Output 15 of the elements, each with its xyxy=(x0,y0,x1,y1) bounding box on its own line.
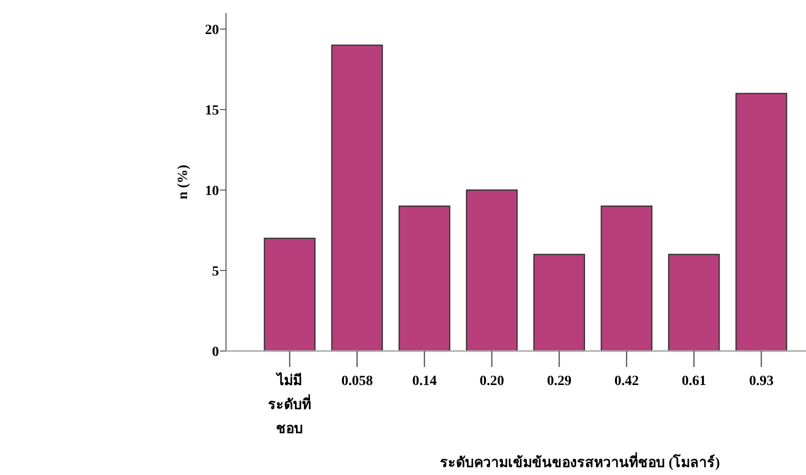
x-axis-title: ระดับความเข้มข้นของรสหวานที่ชอบ (โมลาร์) xyxy=(440,452,720,471)
y-tick-label: 0 xyxy=(212,345,219,360)
y-tick-label: 5 xyxy=(212,264,219,280)
x-tick-label: 0.29 xyxy=(546,374,572,389)
y-tick-label: 20 xyxy=(205,23,219,38)
x-tick-label: 0.14 xyxy=(412,374,437,389)
x-tick-label: 0.058 xyxy=(341,374,373,389)
y-tick-label: 10 xyxy=(205,184,219,200)
x-tick-label: 0.93 xyxy=(749,374,774,389)
y-tick-label: 15 xyxy=(205,104,219,119)
x-tick-label: 0.61 xyxy=(682,374,706,389)
x-tick-label: ไม่มี ระดับที่ ชอบ xyxy=(268,371,312,437)
x-tick-label: 0.42 xyxy=(614,374,639,389)
x-tick-label: 0.20 xyxy=(480,374,504,389)
y-axis-title: n (%) xyxy=(176,164,191,200)
